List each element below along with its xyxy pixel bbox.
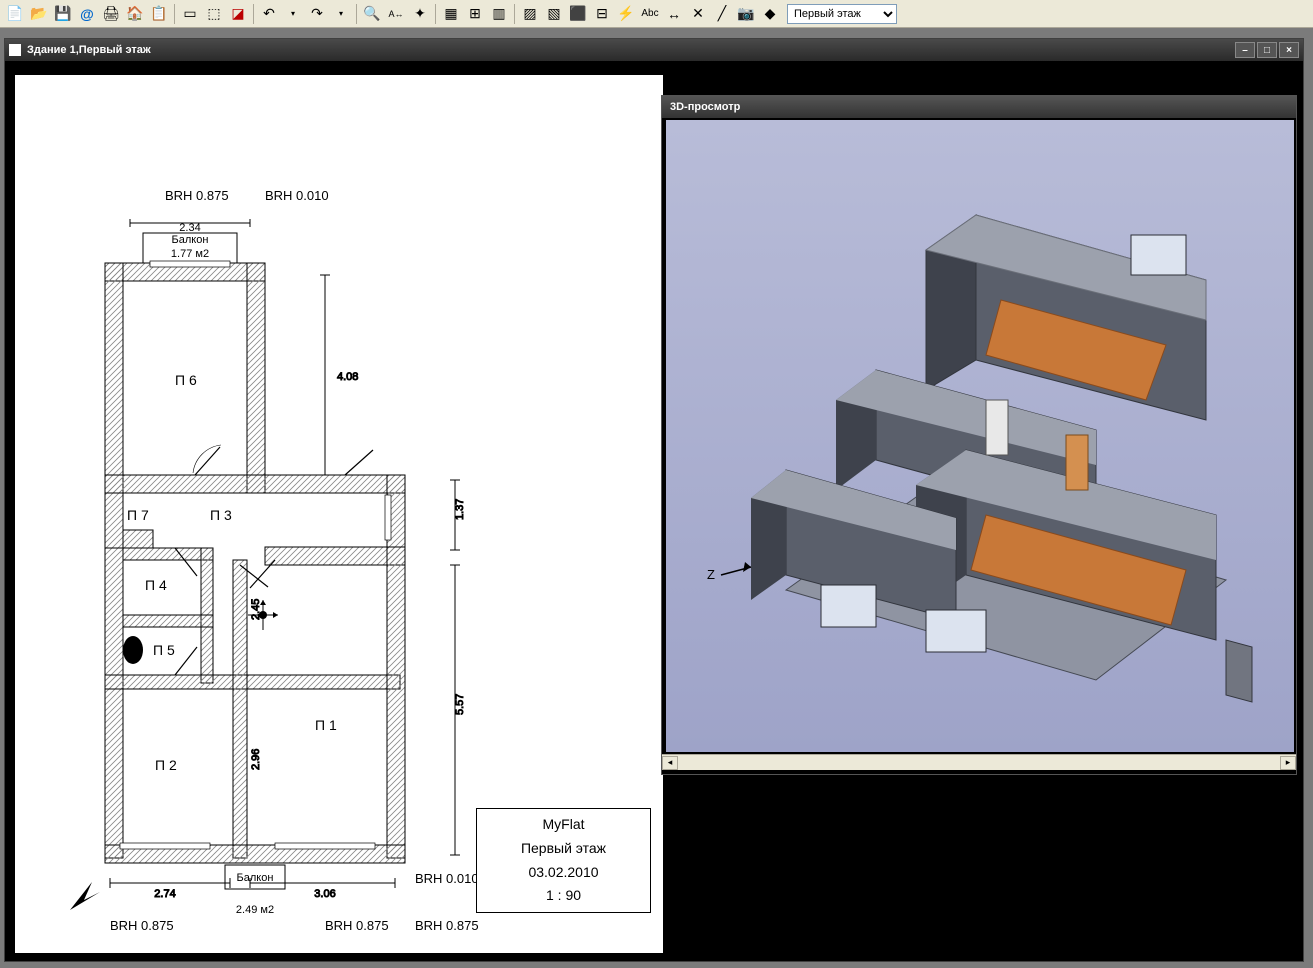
project-name: MyFlat (543, 813, 585, 837)
room-label-p1: П 1 (315, 717, 337, 733)
view3d-window: 3D-просмотр (661, 95, 1297, 775)
hatch2-icon[interactable]: ▧ (543, 3, 565, 25)
brh-label: BRH 0.875 (165, 188, 229, 203)
compass-icon: Z (707, 562, 751, 582)
box-icon[interactable]: ▭ (179, 3, 201, 25)
title-block: MyFlat Первый этаж 03.02.2010 1 : 90 (476, 808, 651, 913)
new-icon[interactable]: 📄 (4, 3, 26, 25)
plan-window-titlebar[interactable]: Здание 1,Первый этаж – □ × (5, 39, 1303, 61)
floor-select[interactable]: Первый этаж (787, 4, 897, 24)
view3d-scrollbar[interactable]: ◂ ▸ (662, 754, 1296, 770)
line-icon[interactable]: ╱ (711, 3, 733, 25)
room-label-p5: П 5 (153, 642, 175, 658)
undo-icon[interactable]: ↶ (258, 3, 280, 25)
plan-window: Здание 1,Первый этаж – □ × BRH 0.875 BRH… (4, 38, 1304, 962)
minimize-icon[interactable]: – (1235, 42, 1255, 58)
app-icon[interactable]: 🏠 (124, 3, 146, 25)
separator (253, 4, 254, 24)
room-label-p4: П 4 (145, 577, 167, 593)
zoom-icon[interactable]: 🔍 (361, 3, 383, 25)
brh-label: BRH 0.875 (415, 918, 479, 933)
undo-dropdown-icon[interactable]: ▾ (282, 3, 304, 25)
dim-label: 2.74 (154, 888, 175, 900)
dim-label: 2.34 (179, 222, 200, 234)
balcony-area: 1.77 м2 (171, 248, 209, 260)
brh-label: BRH 0.010 (265, 188, 329, 203)
dim-label: 1.37 (454, 499, 466, 520)
dim-label: 3.06 (314, 888, 335, 900)
room-label-p2: П 2 (155, 757, 177, 773)
copy-icon[interactable]: 📋 (148, 3, 170, 25)
drawing-scale: 1 : 90 (546, 884, 581, 908)
workspace: Здание 1,Первый этаж – □ × BRH 0.875 BRH… (0, 28, 1313, 968)
room-label-p3: П 3 (210, 507, 232, 523)
layers-icon[interactable]: ⬚ (203, 3, 225, 25)
separator (174, 4, 175, 24)
project-date: 03.02.2010 (528, 861, 598, 885)
brh-label: BRH 0.875 (110, 918, 174, 933)
compass-icon[interactable]: ✦ (409, 3, 431, 25)
view3d-titlebar[interactable]: 3D-просмотр (662, 96, 1296, 118)
main-toolbar: 📄 📂 💾 @ 🖨 🏠 📋 ▭ ⬚ ◪ ↶ ▾ ↷ ▾ 🔍 A↔ ✦ ▦ ⊞ ▥… (0, 0, 1313, 28)
snap-icon[interactable]: ⊞ (464, 3, 486, 25)
tool2-icon[interactable]: ◆ (759, 3, 781, 25)
floor-name: Первый этаж (521, 837, 606, 861)
redo-icon[interactable]: ↷ (306, 3, 328, 25)
balcony-label: Балкон (172, 234, 209, 246)
balcony-area: 2.49 м2 (236, 904, 274, 916)
scroll-left-icon[interactable]: ◂ (662, 756, 678, 770)
save-icon[interactable]: 💾 (52, 3, 74, 25)
window-icon[interactable]: ⊟ (591, 3, 613, 25)
dim-label: 2.96 (250, 749, 262, 770)
brh-label: BRH 0.875 (325, 918, 389, 933)
window-icon (9, 44, 21, 56)
maximize-icon[interactable]: □ (1257, 42, 1277, 58)
open-icon[interactable]: 📂 (28, 3, 50, 25)
dim-label: 2.45 (250, 599, 262, 620)
hatch1-icon[interactable]: ▨ (519, 3, 541, 25)
wall-icon[interactable]: ⬛ (567, 3, 589, 25)
plan-window-title: Здание 1,Первый этаж (27, 44, 151, 56)
flash-icon[interactable]: ⚡ (615, 3, 637, 25)
tool1-icon[interactable]: ✕ (687, 3, 709, 25)
view3d-title: 3D-просмотр (670, 101, 740, 113)
cube-icon[interactable]: ◪ (227, 3, 249, 25)
grid-icon[interactable]: ▦ (440, 3, 462, 25)
dim-icon[interactable]: ↔ (663, 3, 685, 25)
ruler-icon[interactable]: ▥ (488, 3, 510, 25)
balcony-label: Балкон (237, 872, 274, 884)
close-icon[interactable]: × (1279, 42, 1299, 58)
separator (514, 4, 515, 24)
separator (356, 4, 357, 24)
print-icon[interactable]: 🖨 (100, 3, 122, 25)
room-label-p6: П 6 (175, 372, 197, 388)
text-icon[interactable]: Abc (639, 3, 661, 25)
svg-text:Z: Z (707, 567, 715, 582)
view3d-canvas[interactable]: Z (666, 120, 1294, 752)
scroll-right-icon[interactable]: ▸ (1280, 756, 1296, 770)
brh-label: BRH 0.010 (415, 871, 479, 886)
north-arrow-icon (70, 882, 100, 910)
dim-label: 4.08 (337, 371, 358, 383)
dim-label: 5.57 (454, 694, 466, 715)
email-icon[interactable]: @ (76, 3, 98, 25)
camera-icon[interactable]: 📷 (735, 3, 757, 25)
plan-canvas[interactable]: BRH 0.875 BRH 0.010 2.34 Балкон 1.77 м2 (15, 75, 663, 953)
zoom-text-icon[interactable]: A↔ (385, 3, 407, 25)
separator (435, 4, 436, 24)
redo-dropdown-icon[interactable]: ▾ (330, 3, 352, 25)
room-label-p7: П 7 (127, 507, 149, 523)
